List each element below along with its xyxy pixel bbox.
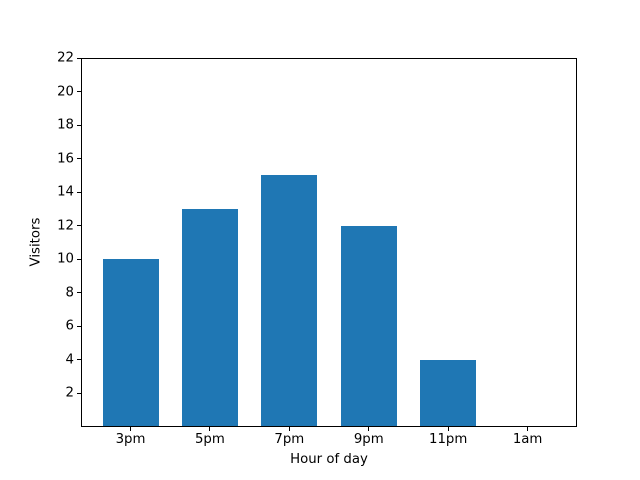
x-tick-label: 5pm — [194, 432, 225, 447]
y-tick-mark — [77, 325, 81, 327]
y-tick-label: 2 — [65, 385, 74, 401]
y-tick-mark — [77, 124, 81, 126]
x-tick-mark — [130, 427, 131, 431]
y-tick-label: 10 — [57, 251, 74, 267]
x-tick-mark — [527, 427, 529, 431]
y-tick-mark — [77, 158, 81, 160]
bar — [181, 208, 238, 427]
y-tick-mark — [77, 258, 81, 260]
y-tick-label: 18 — [57, 117, 74, 133]
y-tick-label: 12 — [57, 218, 74, 234]
y-axis-label: Visitors — [28, 217, 44, 267]
y-tick-label: 16 — [57, 150, 74, 166]
x-tick-mark — [368, 427, 370, 431]
y-tick-label: 22 — [57, 50, 74, 66]
x-tick-label: 1am — [512, 432, 543, 447]
y-tick-label: 20 — [57, 83, 74, 99]
y-tick-label: 4 — [65, 352, 74, 368]
y-tick-mark — [77, 359, 81, 361]
x-tick-mark — [447, 427, 449, 431]
y-tick-label: 6 — [65, 318, 74, 334]
y-tick-mark — [77, 57, 81, 59]
y-tick-mark — [77, 91, 81, 93]
y-tick-label: 8 — [65, 285, 74, 301]
y-tick-mark — [77, 392, 81, 394]
x-tick-label: 7pm — [274, 432, 305, 447]
x-axis-label: Hour of day — [290, 452, 368, 467]
x-tick-label: 3pm — [115, 432, 146, 447]
y-tick-mark — [77, 292, 81, 294]
x-tick-label: 9pm — [353, 432, 384, 447]
y-tick-mark — [77, 191, 81, 193]
x-tick-mark — [209, 427, 211, 431]
bar — [261, 175, 318, 427]
y-tick-label: 14 — [57, 184, 74, 200]
x-tick-label: 11pm — [429, 432, 468, 447]
bar — [102, 259, 159, 427]
y-tick-mark — [77, 225, 81, 227]
x-tick-mark — [288, 427, 290, 431]
bar — [340, 225, 397, 427]
bar — [420, 359, 477, 427]
